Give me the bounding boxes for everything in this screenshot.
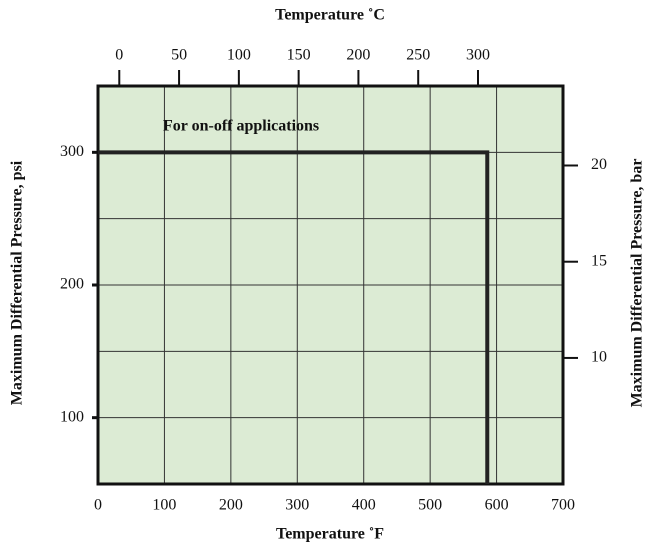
y2-tick-label: 10 — [591, 349, 607, 366]
x2-tick-label: 200 — [346, 47, 370, 64]
x-tick-label: 400 — [352, 497, 376, 514]
x-tick-label: 700 — [551, 497, 575, 514]
x-tick-label: 0 — [94, 497, 102, 514]
x2-tick-label: 0 — [115, 47, 123, 64]
x2-tick-label: 300 — [466, 47, 490, 64]
x2-tick-label: 50 — [171, 47, 187, 64]
x-axis-title: Temperature ˚F — [276, 526, 384, 543]
annotation: For on-off applications — [163, 118, 319, 135]
x-tick-label: 500 — [418, 497, 442, 514]
x2-tick-label: 250 — [406, 47, 430, 64]
x-tick-label: 300 — [285, 497, 309, 514]
top-axis-title: Temperature ˚C — [275, 7, 385, 24]
plot-frame — [96, 84, 565, 486]
y-axis-title: Maximum Differential Pressure, psi — [9, 160, 26, 405]
line — [98, 150, 490, 484]
x2-tick-label: 100 — [227, 47, 251, 64]
y-tick-label: 300 — [60, 143, 84, 160]
y2-tick-label: 15 — [591, 252, 607, 269]
y2-tick-label: 20 — [591, 156, 607, 173]
x-tick-label: 200 — [219, 497, 243, 514]
x-tick-label: 600 — [485, 497, 509, 514]
y-tick-label: 100 — [60, 408, 84, 425]
y-tick-label: 200 — [60, 276, 84, 293]
y2-axis-title: Maximum Differential Pressure, bar — [629, 159, 646, 408]
x2-tick-label: 150 — [287, 47, 311, 64]
x-tick-label: 100 — [152, 497, 176, 514]
